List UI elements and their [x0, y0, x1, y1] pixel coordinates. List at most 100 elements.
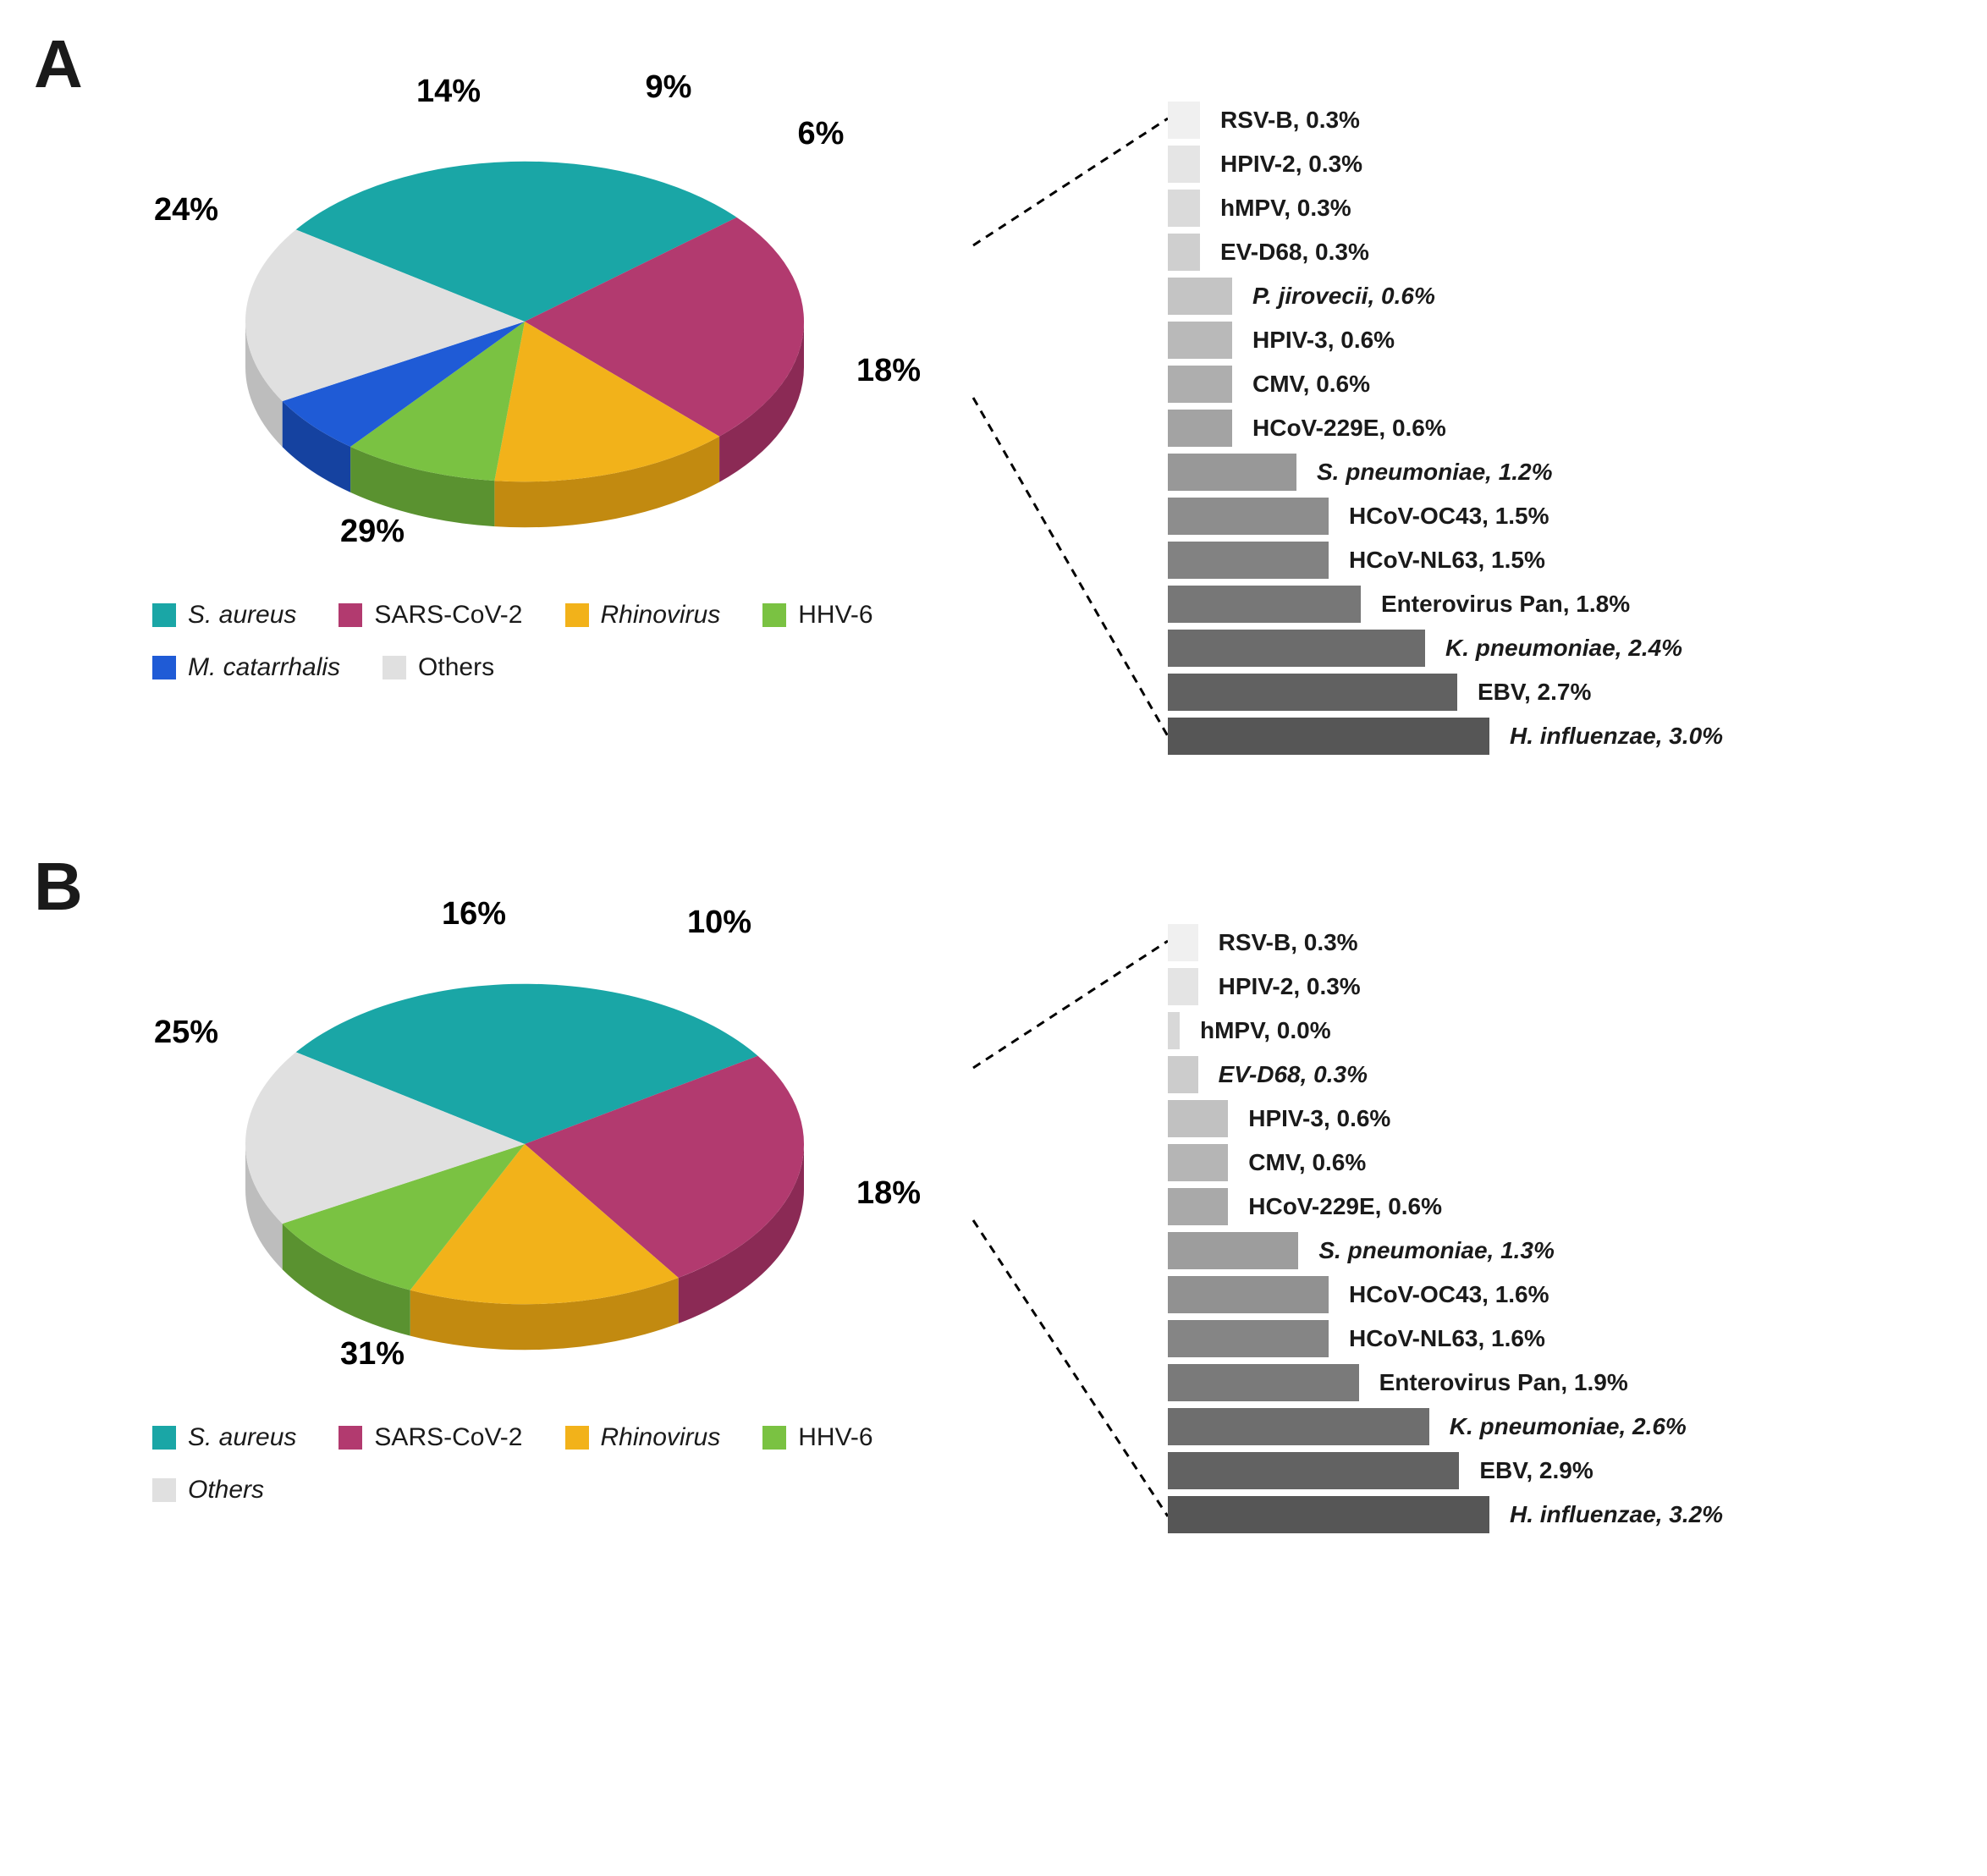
- bar: [1168, 410, 1232, 447]
- legend-item: Others: [152, 1476, 264, 1505]
- bar: [1168, 146, 1200, 183]
- legend-swatch: [152, 1478, 176, 1502]
- bar-row: HCoV-229E, 0.6%: [1168, 1188, 1442, 1225]
- bar-label: EBV, 2.9%: [1479, 1457, 1593, 1484]
- legend-swatch: [339, 1426, 362, 1450]
- pie-chart-b: 31%25%16%10%18%: [152, 890, 999, 1398]
- bar: [1168, 1364, 1359, 1401]
- bar-row: hMPV, 0.3%: [1168, 190, 1351, 227]
- bar-label: S. pneumoniae, 1.2%: [1317, 459, 1553, 486]
- bar-label: K. pneumoniae, 2.6%: [1450, 1413, 1687, 1440]
- bar: [1168, 586, 1361, 623]
- bar-row: Enterovirus Pan, 1.9%: [1168, 1364, 1628, 1401]
- bar: [1168, 542, 1329, 579]
- bar-label: CMV, 0.6%: [1248, 1149, 1366, 1176]
- legend-item: Rhinovirus: [565, 1423, 721, 1452]
- bar-row: CMV, 0.6%: [1168, 366, 1370, 403]
- bar-label: HCoV-OC43, 1.5%: [1349, 503, 1549, 530]
- bar-row: EV-D68, 0.3%: [1168, 1056, 1368, 1093]
- bars-a: RSV-B, 0.3% HPIV-2, 0.3% hMPV, 0.3% EV-D68,…: [1168, 102, 1929, 755]
- legend-label: HHV-6: [798, 601, 872, 630]
- bar: [1168, 1452, 1459, 1489]
- legend-swatch: [152, 1426, 176, 1450]
- bar: [1168, 366, 1232, 403]
- bar-label: hMPV, 0.0%: [1200, 1017, 1331, 1044]
- bar: [1168, 234, 1200, 271]
- bar-row: H. influenzae, 3.2%: [1168, 1496, 1723, 1533]
- legend-label: SARS-CoV-2: [374, 601, 522, 630]
- bar: [1168, 1408, 1429, 1445]
- panel-a: A 29%24%14%9%6%18% S. aureusSARS-CoV-2Rh…: [34, 34, 1953, 755]
- bar-label: HCoV-NL63, 1.5%: [1349, 547, 1545, 574]
- legend-item: Rhinovirus: [565, 601, 721, 630]
- panel-body-a: 29%24%14%9%6%18% S. aureusSARS-CoV-2Rhin…: [34, 34, 1953, 755]
- bar-label: EV-D68, 0.3%: [1219, 1061, 1368, 1088]
- bar-label: H. influenzae, 3.0%: [1510, 723, 1723, 750]
- panel-b: B 31%25%16%10%18% S. aureusSARS-CoV-2Rhi…: [34, 856, 1953, 1533]
- bar-label: EBV, 2.7%: [1478, 679, 1591, 706]
- bar-label: HCoV-229E, 0.6%: [1248, 1193, 1442, 1220]
- legend-swatch: [565, 1426, 589, 1450]
- pie-slice-label: 14%: [416, 74, 481, 109]
- pie-slice-label: 16%: [442, 896, 506, 932]
- bar-row: Enterovirus Pan, 1.8%: [1168, 586, 1630, 623]
- bar-label: K. pneumoniae, 2.4%: [1445, 635, 1682, 662]
- bar-label: HPIV-2, 0.3%: [1220, 151, 1362, 178]
- legend-label: Rhinovirus: [601, 601, 721, 630]
- bar: [1168, 278, 1232, 315]
- bar-label: Enterovirus Pan, 1.8%: [1381, 591, 1630, 618]
- bar-label: Enterovirus Pan, 1.9%: [1379, 1369, 1628, 1396]
- bar: [1168, 498, 1329, 535]
- bar-label: HCoV-229E, 0.6%: [1252, 415, 1446, 442]
- bar-row: HCoV-NL63, 1.5%: [1168, 542, 1545, 579]
- bar-label: RSV-B, 0.3%: [1219, 929, 1358, 956]
- legend-b: S. aureusSARS-CoV-2RhinovirusHHV-6Others: [152, 1423, 999, 1505]
- bar: [1168, 968, 1198, 1005]
- bar-row: EBV, 2.9%: [1168, 1452, 1593, 1489]
- bar-row: K. pneumoniae, 2.6%: [1168, 1408, 1687, 1445]
- bar-label: hMPV, 0.3%: [1220, 195, 1351, 222]
- bar-label: HPIV-2, 0.3%: [1219, 973, 1361, 1000]
- bar: [1168, 924, 1198, 961]
- pie-slice-label: 29%: [340, 514, 405, 549]
- bar-row: HPIV-2, 0.3%: [1168, 146, 1362, 183]
- legend-item: HHV-6: [762, 601, 872, 630]
- bar-row: K. pneumoniae, 2.4%: [1168, 630, 1682, 667]
- bar: [1168, 190, 1200, 227]
- bar-row: HCoV-NL63, 1.6%: [1168, 1320, 1545, 1357]
- bar: [1168, 674, 1457, 711]
- legend-item: M. catarrhalis: [152, 653, 340, 682]
- legend-label: M. catarrhalis: [188, 653, 340, 682]
- bar: [1168, 1496, 1489, 1533]
- pie-slice-label: 18%: [856, 353, 921, 388]
- legend-swatch: [565, 603, 589, 627]
- bar: [1168, 1276, 1329, 1313]
- bar-row: HPIV-3, 0.6%: [1168, 322, 1395, 359]
- panel-body-b: 31%25%16%10%18% S. aureusSARS-CoV-2Rhino…: [34, 856, 1953, 1533]
- legend-swatch: [383, 656, 406, 679]
- legend-swatch: [339, 603, 362, 627]
- bar: [1168, 1320, 1329, 1357]
- pie-region-b: 31%25%16%10%18% S. aureusSARS-CoV-2Rhino…: [152, 890, 1168, 1505]
- panel-letter-a: A: [34, 25, 83, 103]
- legend-swatch: [152, 656, 176, 679]
- bar-label: P. jirovecii, 0.6%: [1252, 283, 1435, 310]
- bar: [1168, 454, 1296, 491]
- bars-b: RSV-B, 0.3% HPIV-2, 0.3% hMPV, 0.0% EV-D68,…: [1168, 924, 1929, 1533]
- legend-item: Others: [383, 653, 494, 682]
- bar-label: S. pneumoniae, 1.3%: [1318, 1237, 1555, 1264]
- legend-item: SARS-CoV-2: [339, 601, 522, 630]
- bar-row: H. influenzae, 3.0%: [1168, 718, 1723, 755]
- legend-swatch: [762, 1426, 786, 1450]
- bar-label: EV-D68, 0.3%: [1220, 239, 1369, 266]
- bar: [1168, 630, 1425, 667]
- bar: [1168, 718, 1489, 755]
- bar-row: HPIV-2, 0.3%: [1168, 968, 1361, 1005]
- legend-swatch: [762, 603, 786, 627]
- pie-slice-label: 10%: [687, 905, 751, 940]
- bar-label: RSV-B, 0.3%: [1220, 107, 1360, 134]
- bar-row: RSV-B, 0.3%: [1168, 102, 1360, 139]
- bar-row: CMV, 0.6%: [1168, 1144, 1366, 1181]
- bar-row: S. pneumoniae, 1.3%: [1168, 1232, 1555, 1269]
- legend-label: SARS-CoV-2: [374, 1423, 522, 1452]
